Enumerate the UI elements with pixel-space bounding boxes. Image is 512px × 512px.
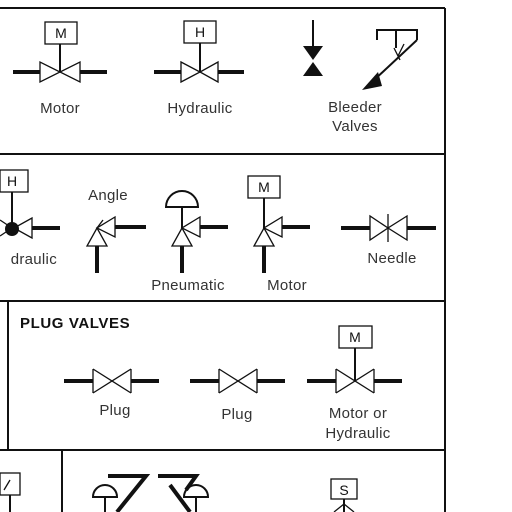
- bleeder-valve-symbol-1: [303, 20, 323, 76]
- angle-valve-symbol: [85, 215, 146, 273]
- needle-valve-symbol: [341, 214, 436, 242]
- plug-valve-symbol-1: [64, 368, 159, 394]
- pneumatic-angle-symbol-pair: [91, 474, 210, 512]
- plug-label-1: Plug: [99, 402, 130, 419]
- motor-or-label-line1: Motor or: [329, 405, 387, 422]
- motor-angle-valve-symbol: M: [247, 175, 310, 273]
- bleeder-valve-symbol-2: [362, 29, 418, 90]
- table-frame: [0, 7, 446, 512]
- solenoid-valve-symbol: S: [330, 478, 358, 512]
- needle-label: Needle: [367, 250, 416, 267]
- solenoid-actuator-letter: S: [339, 482, 348, 498]
- motor-angle-label: Motor: [267, 277, 307, 294]
- motor-or-hydraulic-plug-valve-symbol: M: [307, 325, 402, 394]
- hydraulic-partial-label: draulic: [11, 251, 57, 268]
- plug-motor-actuator-letter: M: [349, 329, 361, 345]
- hydraulic-globe-actuator-letter: H: [7, 173, 17, 189]
- hydraulic-label: Hydraulic: [167, 100, 232, 117]
- bleeder-label-line1: Bleeder: [328, 99, 382, 116]
- motor-valve-symbol: M: [13, 21, 107, 84]
- angle-label: Angle: [88, 187, 128, 204]
- motor-or-label-line2: Hydraulic: [325, 425, 390, 442]
- hydraulic-valve-symbol: H: [154, 20, 244, 84]
- bleeder-label-line2: Valves: [332, 118, 378, 135]
- plug-label-2: Plug: [221, 406, 252, 423]
- motor-angle-actuator-letter: M: [258, 179, 270, 195]
- motor-actuator-letter: M: [55, 25, 67, 41]
- hydraulic-globe-valve-symbol: H: [0, 169, 60, 240]
- pneumatic-label: Pneumatic: [151, 277, 225, 294]
- motor-label: Motor: [40, 100, 80, 117]
- plug-valves-title: PLUG VALVES: [20, 315, 130, 332]
- hydraulic-actuator-letter: H: [195, 24, 205, 40]
- bottom-left-partial-symbol: [0, 472, 21, 512]
- plug-valve-symbol-2: [190, 368, 285, 394]
- pneumatic-valve-symbol: [164, 190, 228, 273]
